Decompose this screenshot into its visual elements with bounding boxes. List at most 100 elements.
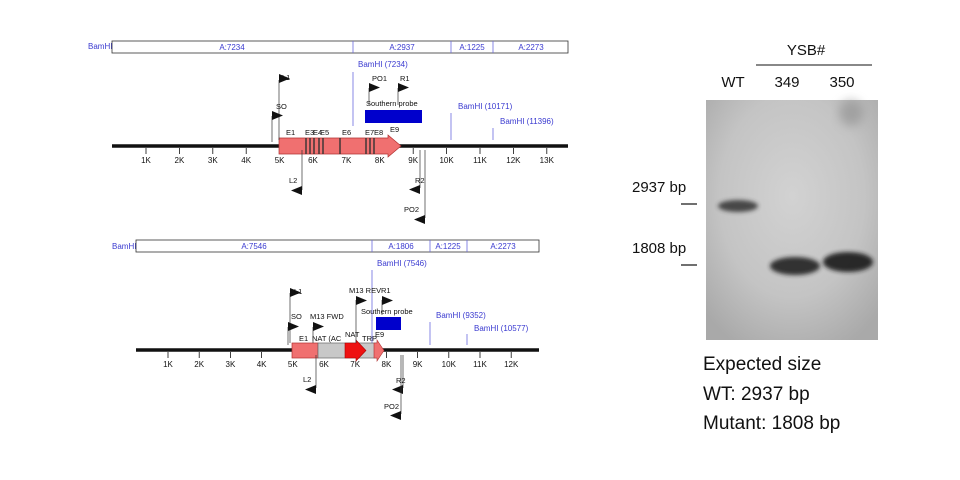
gel-marker-2937: 2937 bp <box>632 179 686 196</box>
gel-group-label: YSB# <box>787 42 826 59</box>
bottom-tick-label: 6K <box>319 360 329 369</box>
top-site-2: BamHI (10171) <box>458 102 513 111</box>
bottom-primer-r1: R1 <box>381 286 393 315</box>
bottom-tick-label: 11K <box>473 360 487 369</box>
top-site-1: BamHI (7234) <box>358 60 408 69</box>
bottom-e9-arrow <box>373 339 385 362</box>
top-southern-probe <box>365 110 422 123</box>
bottom-label-nat: NAT <box>345 330 360 339</box>
svg-text:PO2: PO2 <box>404 205 419 214</box>
bottom-fragment-bar <box>135 239 540 253</box>
svg-text:PO1: PO1 <box>372 74 387 83</box>
svg-text:SO: SO <box>291 312 302 321</box>
bottom-fragment-4: A:2273 <box>490 242 516 251</box>
top-site-3: BamHI (11396) <box>500 117 554 126</box>
top-tick-label: 6K <box>308 156 318 165</box>
svg-text:SO: SO <box>276 102 287 111</box>
top-tick-label: 1K <box>141 156 151 165</box>
bottom-fragment-2: A:1806 <box>388 242 414 251</box>
top-exon-e9: E9 <box>390 125 399 134</box>
bottom-fragment-1: A:7546 <box>241 242 267 251</box>
bottom-tick-label: 5K <box>288 360 298 369</box>
bottom-label-e9: E9 <box>375 330 384 339</box>
top-exon-e6: E6 <box>342 128 351 137</box>
top-fragment-1: A:7234 <box>219 43 245 52</box>
expected-wt: WT: 2937 bp <box>703 384 810 405</box>
top-fragment-3: A:1225 <box>459 43 485 52</box>
top-tick-label: 12K <box>506 156 521 165</box>
top-primer-po1: PO1 <box>368 74 387 105</box>
bottom-tick-label: 10K <box>442 360 457 369</box>
bottom-tick-label: 8K <box>382 360 392 369</box>
bottom-primer-r2: R2 <box>392 355 406 394</box>
svg-text:R1: R1 <box>400 74 410 83</box>
svg-text:M13 FWD: M13 FWD <box>310 312 344 321</box>
gel-lane-wt: WT <box>721 74 744 91</box>
svg-text:L1: L1 <box>294 287 302 296</box>
bottom-primer-l2: L2 <box>303 355 317 394</box>
svg-text:L2: L2 <box>303 375 311 384</box>
bottom-label-e1: E1 <box>299 334 308 343</box>
bottom-site-3: BamHI (10577) <box>474 324 529 333</box>
top-exon-e4: E4 <box>313 128 322 137</box>
bottom-primer-l1: L1 <box>289 287 302 343</box>
top-primer-r2: R2 <box>409 150 425 194</box>
bottom-primer-po2: PO2 <box>384 355 402 420</box>
top-restriction-map: BamHI A:7234 A:2937 A:1225 A:2273 1K 2K 3K… <box>88 40 569 224</box>
top-probe-label: Southern probe <box>366 99 418 108</box>
top-tick-label: 8K <box>375 156 385 165</box>
top-tick-label: 4K <box>241 156 251 165</box>
top-tick-label: 7K <box>342 156 352 165</box>
top-primer-so: SO <box>271 102 287 142</box>
top-tick-label: 13K <box>540 156 555 165</box>
top-fragment-bar <box>111 40 569 54</box>
bottom-fragment-3: A:1225 <box>435 242 461 251</box>
top-primer-l1: L1 <box>278 73 290 140</box>
bottom-restriction-map: BamHI A:7546 A:1806 A:1225 A:2273 1K 2K 3K… <box>112 239 540 420</box>
top-bamhi-label: BamHI <box>88 42 112 51</box>
top-primer-po2: PO2 <box>404 150 426 224</box>
bottom-label-trp: TRP <box>362 334 377 343</box>
bottom-site-1: BamHI (7546) <box>377 259 427 268</box>
bottom-probe-label: Southern probe <box>361 307 413 316</box>
expected-mutant: Mutant: 1808 bp <box>703 413 840 434</box>
bottom-tick-label: 3K <box>226 360 236 369</box>
bottom-tick-label: 4K <box>257 360 267 369</box>
bottom-tick-label: 9K <box>413 360 423 369</box>
bottom-exon-e1 <box>291 342 319 359</box>
gel-lane-350: 350 <box>829 74 854 91</box>
top-tick-label: 3K <box>208 156 218 165</box>
top-exon-e5: E5 <box>320 128 329 137</box>
gel-marker-1808: 1808 bp <box>632 240 686 257</box>
expected-heading: Expected size <box>703 354 821 375</box>
top-exon-dividers <box>305 138 375 154</box>
top-fragment-4: A:2273 <box>518 43 544 52</box>
bottom-southern-probe <box>376 317 401 330</box>
gel-image <box>706 100 878 340</box>
top-tick-label: 2K <box>175 156 185 165</box>
bottom-primer-m13rev: M13 REV <box>349 286 381 343</box>
top-tick-label: 10K <box>439 156 454 165</box>
bottom-tick-label: 12K <box>504 360 519 369</box>
svg-text:L1: L1 <box>282 73 290 82</box>
top-primer-r1: R1 <box>397 74 410 105</box>
svg-text:M13 REV: M13 REV <box>349 286 381 295</box>
bottom-primer-so: SO <box>287 312 302 345</box>
top-exon-e1: E1 <box>286 128 295 137</box>
bottom-tick-label: 7K <box>350 360 360 369</box>
gel-smear <box>839 100 863 126</box>
top-exon-e8: E8 <box>374 128 383 137</box>
top-tick-label: 9K <box>408 156 418 165</box>
top-fragment-2: A:2937 <box>389 43 415 52</box>
southern-blot-gel-panel: YSB# WT 349 350 2937 bp 1808 bp Expected… <box>632 42 878 434</box>
svg-text:R1: R1 <box>381 286 391 295</box>
svg-text:R2: R2 <box>415 176 425 185</box>
bottom-tick-label: 1K <box>163 360 173 369</box>
top-exon-e7: E7 <box>365 128 374 137</box>
gel-band-350 <box>823 252 873 272</box>
bottom-label-nat-ac: NAT (AC <box>312 334 342 343</box>
svg-text:PO2: PO2 <box>384 402 399 411</box>
top-tick-label: 5K <box>275 156 285 165</box>
top-exon-e3: E3 <box>305 128 314 137</box>
